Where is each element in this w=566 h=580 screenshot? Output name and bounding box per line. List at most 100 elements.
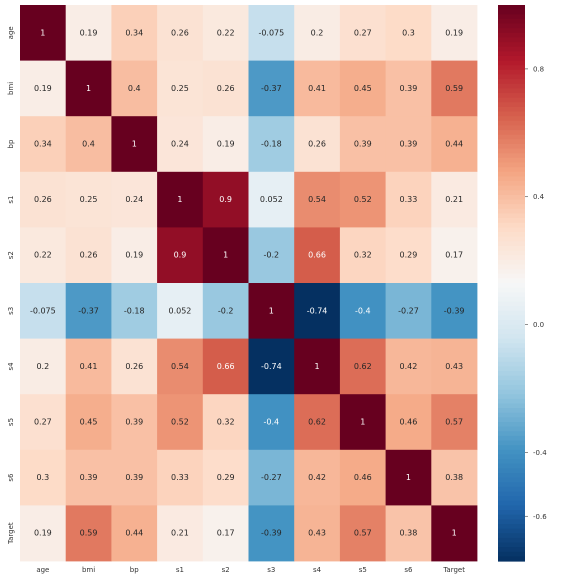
heatmap-cell xyxy=(385,5,432,61)
colorbar-segment xyxy=(498,120,525,127)
colorbar-segment xyxy=(498,333,525,340)
colorbar-segment xyxy=(498,361,525,367)
heatmap-cell-value: 0.24 xyxy=(171,140,189,149)
colorbar-segment xyxy=(498,199,525,205)
heatmap-cell xyxy=(202,5,249,61)
colorbar-segment xyxy=(498,449,525,456)
colorbar-segment xyxy=(498,269,525,275)
heatmap-cell xyxy=(202,449,249,506)
heatmap-cell-value: 0.42 xyxy=(400,362,418,371)
heatmap-cell-value: 0.46 xyxy=(400,418,418,427)
heatmap-cell-value: 0.41 xyxy=(308,84,326,93)
heatmap-cell-value: 0.41 xyxy=(80,362,98,371)
colorbar-segment xyxy=(498,435,525,442)
colorbar-segment xyxy=(498,116,525,122)
heatmap-cell xyxy=(65,505,112,562)
heatmap-cell xyxy=(294,227,341,284)
heatmap-cell-value: 1 xyxy=(223,251,228,260)
colorbar-segment xyxy=(498,60,525,66)
colorbar-segment xyxy=(498,366,525,372)
colorbar-segment xyxy=(498,301,525,307)
heatmap-cell xyxy=(294,5,341,61)
colorbar-segment xyxy=(498,18,525,25)
heatmap-cell xyxy=(65,449,112,506)
heatmap-cell xyxy=(385,116,432,173)
heatmap-cell-value: -0.4 xyxy=(264,418,280,427)
heatmap-cell xyxy=(294,171,341,228)
heatmap-cell-value: -0.2 xyxy=(218,306,234,315)
y-tick-label: s6 xyxy=(7,473,15,482)
colorbar-segment xyxy=(498,250,525,256)
heatmap-cell-value: -0.4 xyxy=(355,306,371,315)
colorbar-tick-label: 0.4 xyxy=(533,193,545,201)
heatmap-cell-value: 0.39 xyxy=(400,140,418,149)
heatmap-cell-value: 0.52 xyxy=(354,195,372,204)
colorbar-segment xyxy=(498,171,525,178)
heatmap-cell-value: 0.2 xyxy=(36,362,49,371)
colorbar-segment xyxy=(498,106,525,113)
y-axis-ticks: age bmi bp s1 s2 s3 s4 s5 s6 Target xyxy=(7,26,15,545)
heatmap-cell xyxy=(294,394,341,451)
heatmap-cell-value: 0.39 xyxy=(80,473,98,482)
heatmap-cell-value: -0.27 xyxy=(398,306,419,315)
colorbar-segment xyxy=(498,255,525,261)
colorbar-segment xyxy=(498,482,525,488)
heatmap-cell-labels: 1 0.19 0.34 0.26 0.22 -0.075 0.2 0.27 0.3 0.19 0.1… xyxy=(30,28,465,537)
heatmap-cell-value: 0.4 xyxy=(128,84,141,93)
heatmap-cell-value: 1 xyxy=(406,473,411,482)
heatmap-cell xyxy=(431,449,478,506)
heatmap-cell-value: 0.57 xyxy=(354,529,372,538)
heatmap-cell-value: 0.17 xyxy=(217,529,235,538)
colorbar-segment xyxy=(498,292,525,298)
colorbar-segment xyxy=(498,194,525,201)
colorbar-segment xyxy=(498,510,525,516)
heatmap-cell-value: -0.39 xyxy=(444,306,465,315)
heatmap-cell xyxy=(339,60,386,117)
heatmap-cell xyxy=(20,171,67,228)
heatmap-cell xyxy=(202,171,249,228)
heatmap-cell xyxy=(65,171,112,228)
x-tick-label: s6 xyxy=(404,566,413,574)
colorbar-segment xyxy=(498,144,525,150)
heatmap-cell xyxy=(385,505,432,562)
colorbar-segment xyxy=(498,148,525,154)
colorbar-segment xyxy=(498,125,525,131)
heatmap-cell-value: 0.22 xyxy=(217,28,235,37)
heatmap-cell-value: 0.54 xyxy=(308,195,326,204)
x-tick-label: bmi xyxy=(82,566,95,574)
heatmap-cell xyxy=(20,449,67,506)
y-tick-label: s1 xyxy=(7,196,15,204)
colorbar-segment xyxy=(498,500,525,506)
y-tick-label: s4 xyxy=(7,362,15,371)
colorbar-segment xyxy=(498,218,525,224)
heatmap-cell xyxy=(248,171,295,228)
heatmap-cell-value: 0.26 xyxy=(34,195,52,204)
colorbar-segment xyxy=(498,296,525,303)
heatmap-cell-value: 0.22 xyxy=(34,251,52,260)
colorbar-segment xyxy=(498,139,525,145)
heatmap-cell xyxy=(385,171,432,228)
colorbar-segment xyxy=(498,398,525,405)
colorbar-segment xyxy=(498,403,525,409)
colorbar-segment xyxy=(498,408,525,414)
heatmap-cell-value: 0.66 xyxy=(217,362,235,371)
heatmap-cell xyxy=(202,505,249,562)
heatmap-cell xyxy=(248,5,295,61)
heatmap-cell xyxy=(248,283,295,339)
x-tick-label: s2 xyxy=(222,566,230,574)
heatmap-cell-value: -0.18 xyxy=(124,306,145,315)
colorbar-segment xyxy=(498,46,525,52)
heatmap-cell-value: 0.26 xyxy=(217,84,235,93)
colorbar-tick-label: 0.0 xyxy=(533,321,544,329)
colorbar-segment xyxy=(498,88,525,94)
heatmap-cell-value: 0.19 xyxy=(217,140,235,149)
heatmap-cells xyxy=(20,5,478,562)
heatmap-cell-value: 0.39 xyxy=(125,473,143,482)
colorbar-segment xyxy=(498,440,525,446)
heatmap-cell-value: -0.27 xyxy=(261,473,282,482)
heatmap-cell xyxy=(157,5,204,61)
heatmap-cell-value: 0.052 xyxy=(168,306,191,315)
heatmap-cell-value: -0.075 xyxy=(30,306,56,315)
heatmap-cell xyxy=(20,505,67,562)
